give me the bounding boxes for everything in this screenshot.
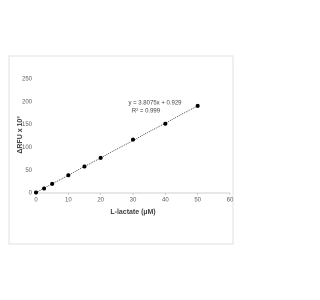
data-point	[131, 137, 135, 142]
equation: y = 3.8075x + 0.929	[128, 101, 182, 107]
data-point	[50, 181, 55, 186]
x-tick-label: 0	[34, 198, 38, 204]
data-point	[66, 173, 71, 178]
y-tick-label: 0	[29, 191, 33, 197]
data-point	[195, 103, 200, 108]
y-tick-label: 150	[22, 122, 33, 128]
data-point	[163, 121, 168, 126]
x-tick-label: 40	[162, 198, 169, 204]
data-point	[34, 190, 38, 195]
y-tick-label: 100	[22, 145, 33, 151]
y-axis-label: ΔRFU x 10³	[17, 116, 24, 154]
y-tick-label: 250	[22, 77, 33, 83]
x-tick-label: 10	[65, 198, 72, 204]
chart-frame	[8, 55, 234, 245]
x-tick-label: 50	[194, 198, 201, 204]
data-point	[98, 155, 103, 160]
r-squared: R² = 0.999	[132, 109, 161, 115]
x-tick-label: 20	[97, 198, 104, 204]
x-axis-label: L-lactate (µM)	[110, 209, 155, 216]
x-tick-label: 60	[227, 198, 234, 204]
data-point	[42, 186, 47, 191]
chart: ΔRFU x 10³ L-lactate (µM) y = 3.8075x + …	[8, 55, 234, 245]
y-tick-label: 50	[25, 168, 32, 174]
x-tick-label: 30	[130, 198, 137, 204]
trendline	[35, 105, 198, 193]
data-point	[82, 164, 87, 169]
y-tick-label: 200	[22, 99, 33, 105]
